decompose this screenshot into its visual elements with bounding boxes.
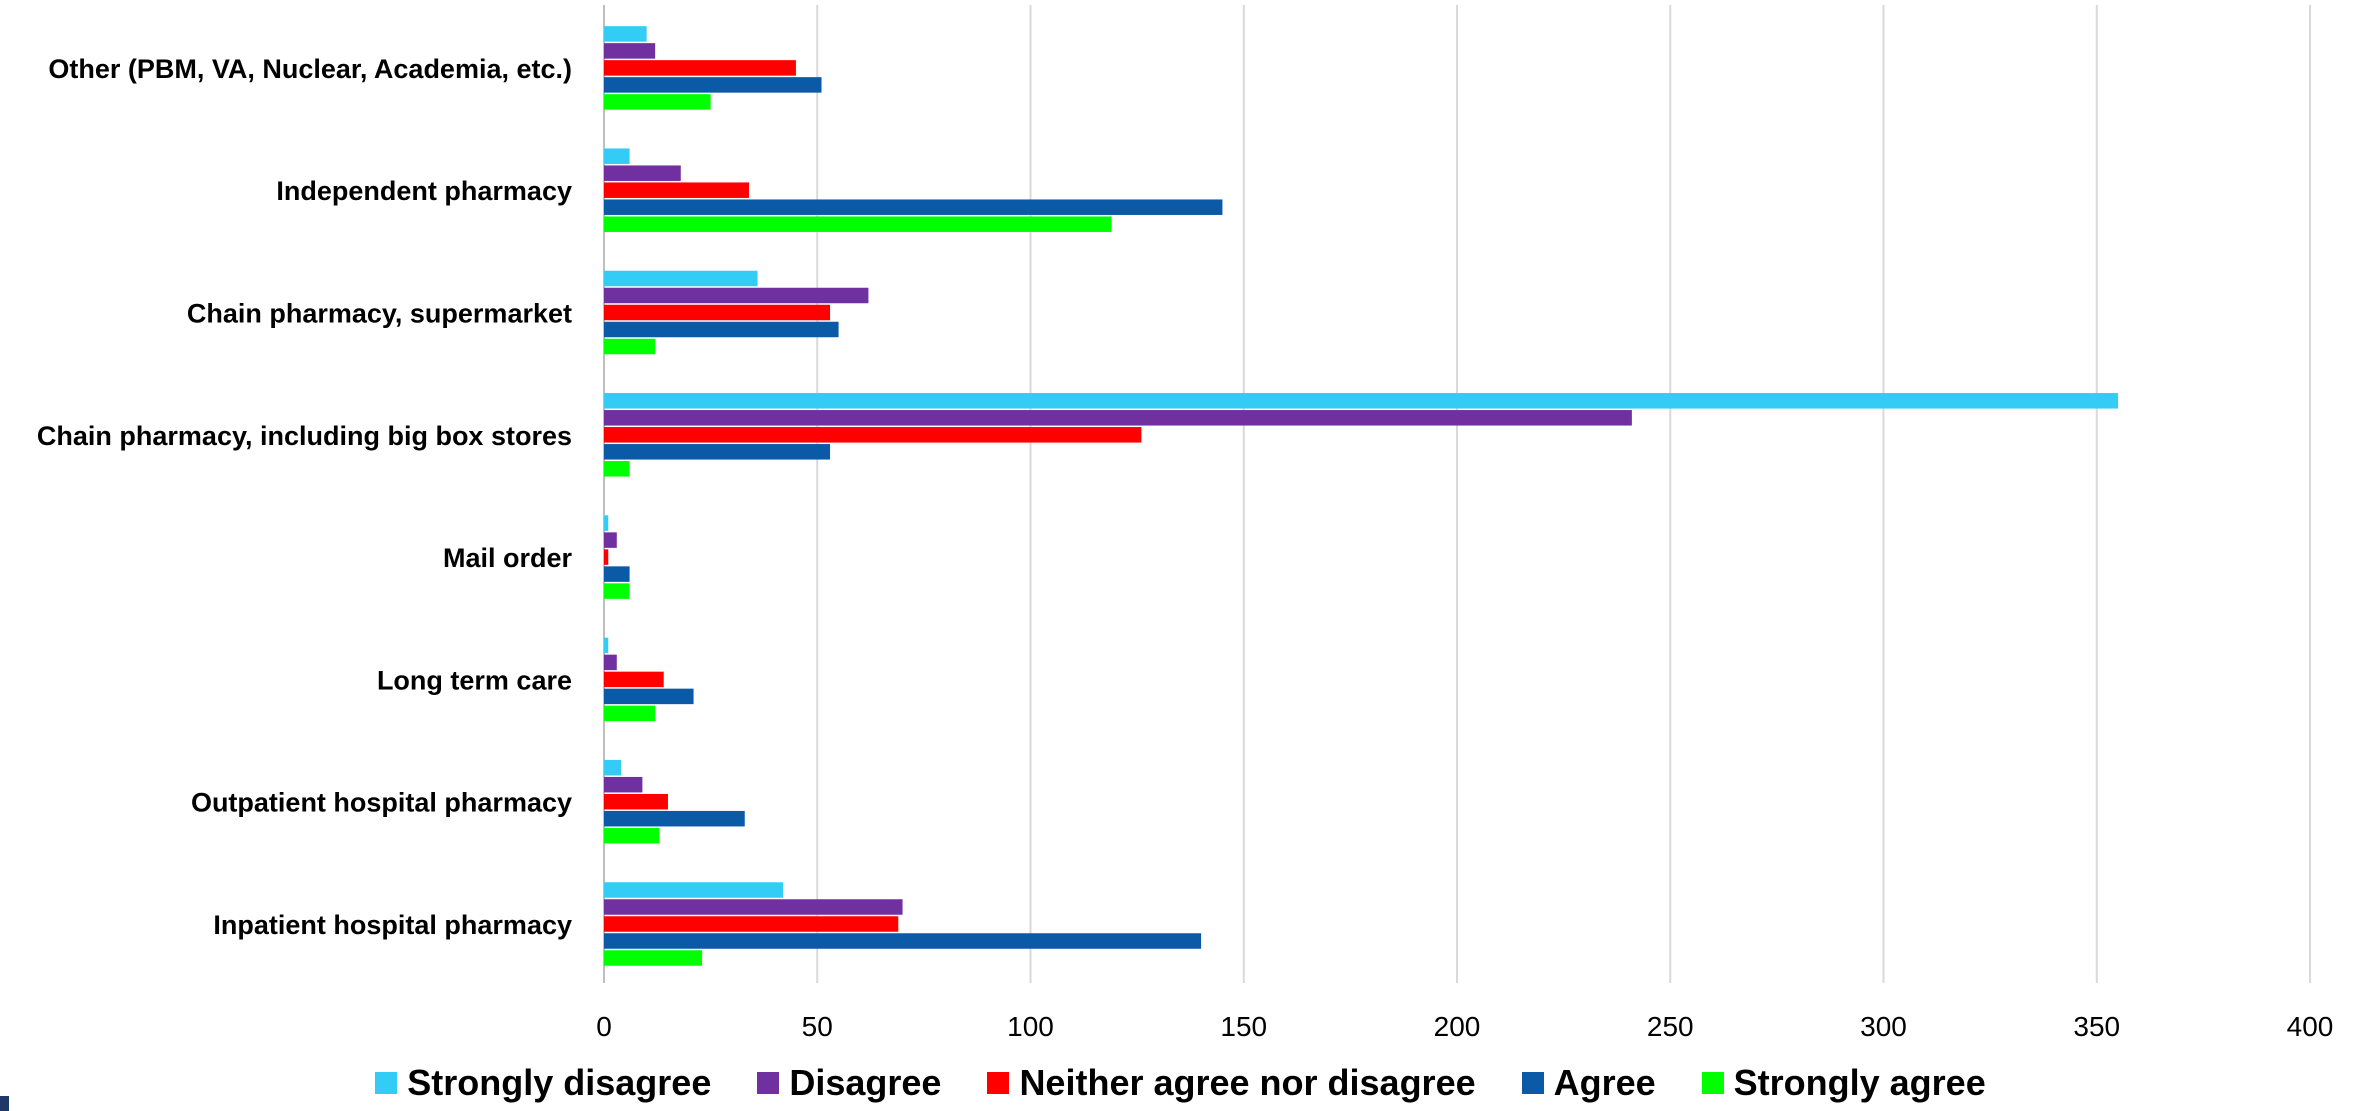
bar: [604, 899, 903, 915]
x-tick-label: 200: [1434, 1011, 1481, 1042]
bar: [604, 444, 831, 460]
bar: [604, 427, 1142, 443]
legend-item: Strongly disagree: [375, 1062, 711, 1104]
legend: Strongly disagree Disagree Neither agree n…: [0, 1062, 2361, 1104]
category-label: Mail order: [443, 543, 573, 573]
bar: [604, 637, 609, 654]
bar: [604, 338, 656, 355]
bar: [604, 216, 1112, 232]
bar: [604, 321, 839, 338]
category-label: Long term care: [377, 665, 572, 695]
bar: [604, 515, 609, 531]
bar: [604, 776, 643, 793]
x-tick-label: 250: [1647, 1011, 1694, 1042]
x-tick-label: 100: [1007, 1011, 1054, 1042]
category-label: Inpatient hospital pharmacy: [213, 910, 572, 940]
x-tick-label: 0: [596, 1011, 612, 1042]
bar: [604, 270, 758, 287]
legend-swatch: [1701, 1072, 1724, 1094]
category-labels: Inpatient hospital pharmacy Outpatient ho…: [37, 54, 573, 940]
x-tick-label: 150: [1220, 1011, 1267, 1042]
bar: [604, 77, 822, 93]
x-tick-label: 300: [1860, 1011, 1907, 1042]
bar: [604, 94, 711, 110]
corner-mark: [0, 1096, 9, 1111]
bar: [604, 793, 668, 810]
legend-swatch: [1521, 1072, 1544, 1094]
legend-item: Neither agree nor disagree: [987, 1062, 1476, 1104]
x-tick-label: 50: [802, 1011, 833, 1042]
x-tick-label: 350: [2073, 1011, 2120, 1042]
bar: [604, 43, 656, 59]
legend-item: Strongly agree: [1701, 1062, 1986, 1104]
legend-label: Neither agree nor disagree: [1019, 1062, 1476, 1103]
bar: [604, 916, 899, 932]
bar: [604, 671, 664, 688]
legend-label: Disagree: [789, 1062, 942, 1103]
bar: [604, 304, 831, 321]
x-tick-label: 400: [2287, 1011, 2334, 1042]
bar: [604, 810, 745, 827]
bar: [604, 410, 1632, 426]
bar: [604, 549, 609, 565]
x-tick-labels: 0 50 100 150 200 250 300 350 400: [596, 1011, 2333, 1042]
legend-item: Disagree: [757, 1062, 941, 1104]
bar: [604, 532, 617, 548]
bar: [604, 933, 1202, 949]
bar: [604, 654, 617, 671]
legend-swatch: [375, 1072, 398, 1094]
legend-swatch: [987, 1072, 1010, 1094]
bar: [604, 827, 660, 844]
bar: [604, 393, 2119, 409]
category-label: Chain pharmacy, including big box stores: [37, 421, 572, 451]
legend-swatch: [757, 1072, 780, 1094]
bar: [604, 26, 647, 42]
bars: [604, 26, 2119, 966]
bar: [604, 882, 784, 898]
bar: [604, 165, 681, 181]
legend-label: Agree: [1553, 1062, 1656, 1103]
bar: [604, 461, 630, 477]
bar: [604, 182, 750, 198]
bar: [604, 148, 630, 164]
bar: [604, 583, 630, 599]
legend-item: Agree: [1521, 1062, 1656, 1104]
bar: [604, 705, 656, 722]
gridlines: [603, 5, 2311, 983]
bar: [604, 287, 869, 304]
legend-label: Strongly disagree: [407, 1062, 712, 1103]
bar: [604, 759, 622, 776]
legend-label: Strongly agree: [1733, 1062, 1986, 1103]
bar: [604, 199, 1223, 215]
category-label: Other (PBM, VA, Nuclear, Academia, etc.): [48, 54, 572, 84]
bar-chart: Inpatient hospital pharmacy Outpatient ho…: [37, 5, 2333, 1042]
category-label: Independent pharmacy: [276, 176, 572, 206]
bar: [604, 950, 703, 966]
bar: [604, 688, 694, 705]
category-label: Chain pharmacy, supermarket: [187, 299, 572, 329]
bar: [604, 60, 796, 76]
category-label: Outpatient hospital pharmacy: [191, 788, 572, 818]
bar: [604, 566, 630, 582]
